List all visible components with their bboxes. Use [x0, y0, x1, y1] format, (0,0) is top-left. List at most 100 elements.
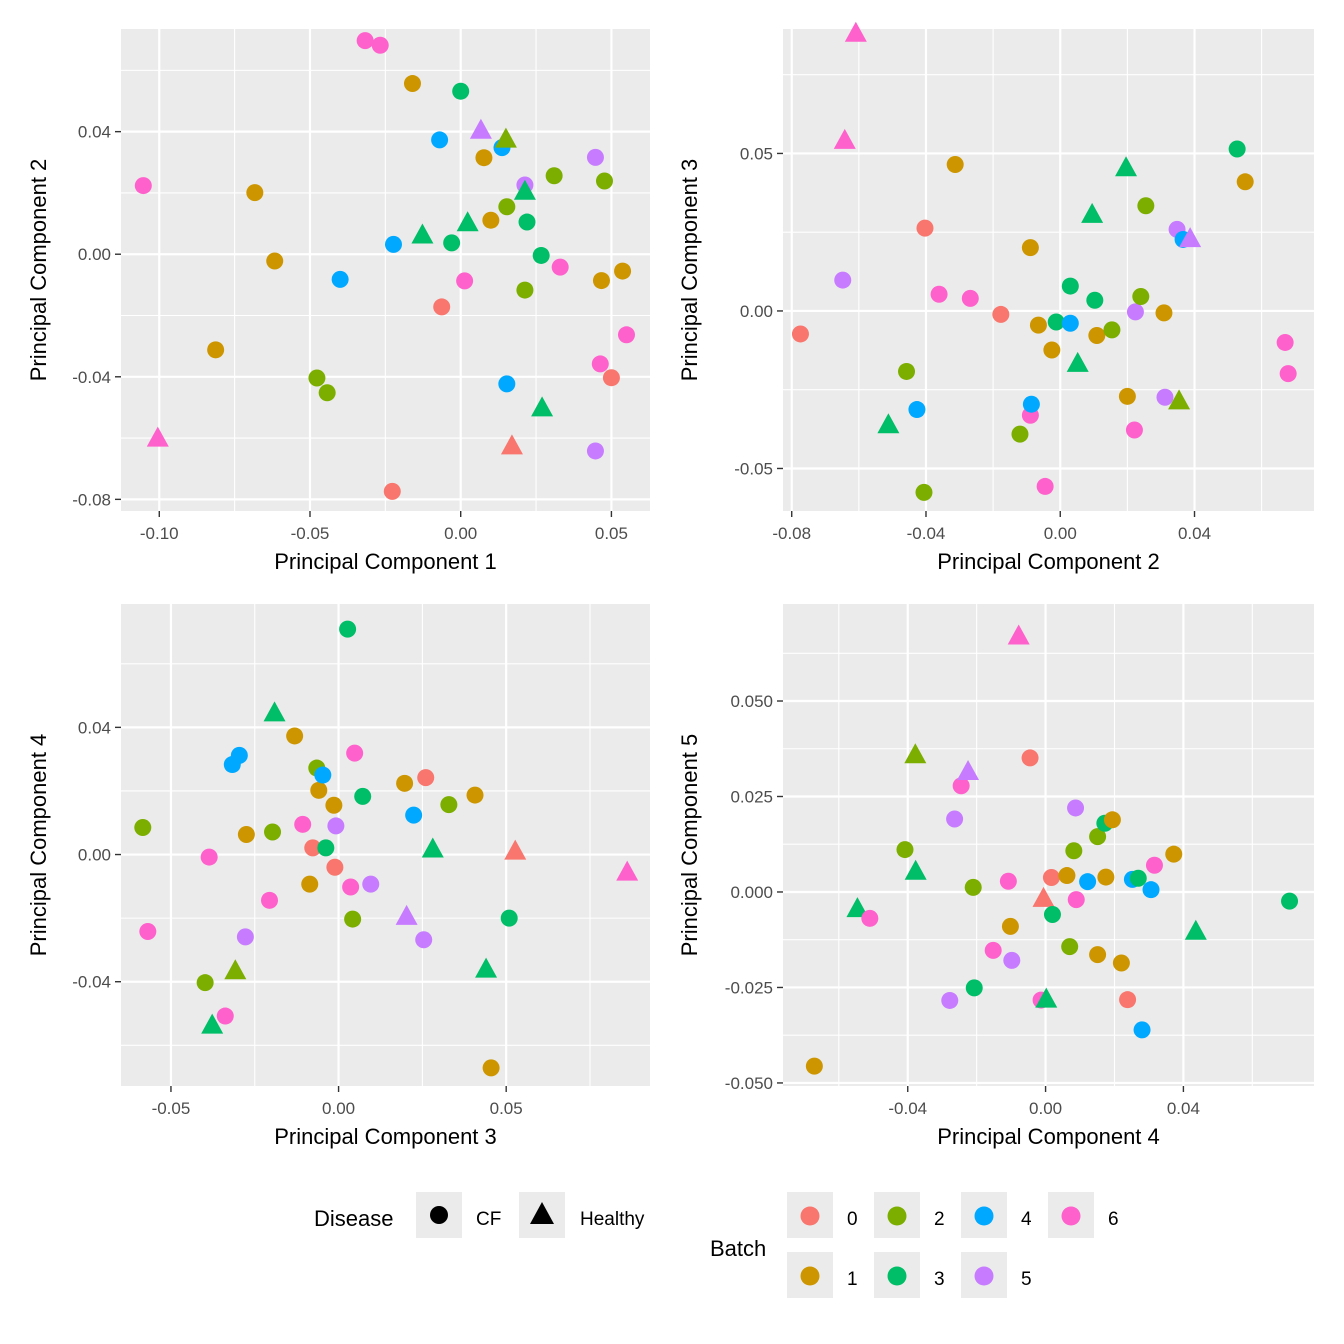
- y-axis-title: Principal Component 2: [26, 159, 51, 382]
- point-cf-batch-0: [602, 369, 620, 387]
- legend-batch: Batch 0 2 4 6 1 3 5: [710, 1192, 1119, 1298]
- point-cf-batch-3: [500, 909, 518, 927]
- point-cf-batch-3: [1086, 291, 1104, 309]
- point-cf-batch-2: [1061, 938, 1079, 956]
- point-cf-batch-2: [1011, 425, 1029, 443]
- point-cf-batch-6: [1276, 333, 1294, 351]
- point-cf-batch-2: [440, 796, 458, 814]
- point-cf-batch-1: [1097, 868, 1115, 886]
- panel-background: [121, 604, 650, 1086]
- point-healthy-batch-3: [877, 413, 900, 434]
- y-tick-label: 0.00: [78, 846, 111, 865]
- y-tick-label: -0.08: [72, 490, 111, 509]
- point-cf-batch-5: [1003, 951, 1021, 969]
- point-cf-batch-1: [1155, 304, 1173, 322]
- point-cf-batch-2: [318, 384, 336, 402]
- point-cf-batch-6: [216, 1007, 234, 1025]
- point-healthy-batch-3: [421, 837, 444, 858]
- point-cf-batch-6: [1036, 477, 1054, 495]
- point-cf-batch-2: [896, 841, 914, 859]
- legend-batch-item-4: 4: [961, 1192, 1032, 1238]
- legend-batch-swatch: [887, 1206, 907, 1226]
- legend-batch-label: 2: [934, 1209, 945, 1230]
- point-cf-batch-1: [1118, 387, 1136, 405]
- point-healthy-batch-3: [411, 223, 434, 244]
- legend-batch-label: 3: [934, 1269, 945, 1290]
- point-cf-batch-2: [915, 483, 933, 501]
- legend-batch-label: 4: [1021, 1209, 1032, 1230]
- point-cf-batch-4: [1022, 395, 1040, 413]
- point-cf-batch-3: [1228, 140, 1246, 158]
- point-cf-batch-1: [1112, 954, 1130, 972]
- point-cf-batch-2: [134, 819, 152, 837]
- point-cf-batch-1: [1021, 239, 1039, 257]
- point-cf-batch-2: [1137, 197, 1155, 215]
- point-cf-batch-1: [396, 774, 414, 792]
- point-cf-batch-1: [301, 875, 319, 893]
- point-healthy-batch-6: [146, 426, 169, 447]
- point-cf-batch-3: [317, 839, 335, 857]
- x-tick-label: -0.08: [772, 524, 811, 543]
- point-cf-batch-0: [1042, 868, 1060, 886]
- point-cf-batch-2: [1065, 842, 1083, 860]
- y-tick-label: -0.04: [72, 368, 111, 387]
- legend-disease-title: Disease: [314, 1206, 393, 1231]
- point-cf-batch-5: [415, 931, 433, 949]
- legend-label-cf: CF: [476, 1209, 501, 1230]
- point-cf-batch-1: [1165, 845, 1183, 863]
- point-cf-batch-1: [1236, 173, 1254, 191]
- point-cf-batch-6: [139, 922, 157, 940]
- point-cf-batch-1: [592, 272, 610, 290]
- x-tick-label: 0.04: [1178, 524, 1211, 543]
- point-cf-batch-6: [356, 32, 374, 50]
- point-healthy-batch-3: [263, 701, 286, 722]
- point-cf-batch-5: [1126, 303, 1144, 321]
- y-axis-title: Principal Component 4: [26, 734, 51, 957]
- point-cf-batch-6: [261, 891, 279, 909]
- point-healthy-batch-3: [475, 957, 498, 978]
- point-cf-batch-1: [266, 252, 284, 270]
- point-cf-batch-6: [200, 848, 218, 866]
- point-cf-batch-6: [346, 744, 364, 762]
- y-axis-title: Principal Component 5: [677, 734, 702, 957]
- point-cf-batch-6: [1125, 421, 1143, 439]
- point-cf-batch-0: [791, 325, 809, 343]
- point-cf-batch-4: [498, 375, 516, 393]
- point-cf-batch-0: [326, 858, 344, 876]
- point-cf-batch-4: [230, 746, 248, 764]
- legend-batch-item-0: 0: [787, 1192, 858, 1238]
- point-healthy-batch-2: [494, 127, 517, 148]
- point-healthy-batch-0: [504, 839, 527, 860]
- point-cf-batch-0: [433, 298, 451, 316]
- point-healthy-batch-6: [833, 128, 856, 149]
- point-cf-batch-2: [1132, 287, 1150, 305]
- point-cf-batch-1: [207, 341, 225, 359]
- point-cf-batch-5: [946, 810, 964, 828]
- point-cf-batch-3: [965, 979, 983, 997]
- point-cf-batch-3: [1061, 277, 1079, 295]
- point-cf-batch-6: [371, 36, 389, 54]
- point-cf-batch-3: [1129, 869, 1147, 887]
- x-axis-title: Principal Component 2: [937, 549, 1160, 574]
- legend-batch-item-3: 3: [874, 1252, 945, 1298]
- point-healthy-batch-2: [224, 959, 247, 980]
- point-cf-batch-1: [1103, 811, 1121, 829]
- point-cf-batch-3: [452, 82, 470, 100]
- point-cf-batch-6: [134, 177, 152, 195]
- point-cf-batch-6: [999, 872, 1017, 890]
- point-healthy-batch-3: [846, 897, 869, 918]
- point-cf-batch-2: [1089, 828, 1107, 846]
- point-healthy-batch-5: [469, 118, 492, 139]
- x-tick-label: -0.05: [152, 1099, 191, 1118]
- point-cf-batch-3: [1281, 892, 1299, 910]
- point-cf-batch-1: [614, 262, 632, 280]
- legend-disease: Disease CF Healthy: [314, 1192, 645, 1238]
- point-cf-batch-2: [898, 362, 916, 380]
- point-cf-batch-4: [908, 401, 926, 419]
- panel-4: -0.04 0.00 0.04 -0.050 -0.025 0.000 0.025 0.050…: [677, 604, 1314, 1149]
- point-healthy-batch-2: [1168, 389, 1191, 410]
- point-cf-batch-4: [384, 235, 402, 253]
- legend-batch-swatch: [1061, 1206, 1081, 1226]
- point-healthy-batch-6: [616, 860, 639, 881]
